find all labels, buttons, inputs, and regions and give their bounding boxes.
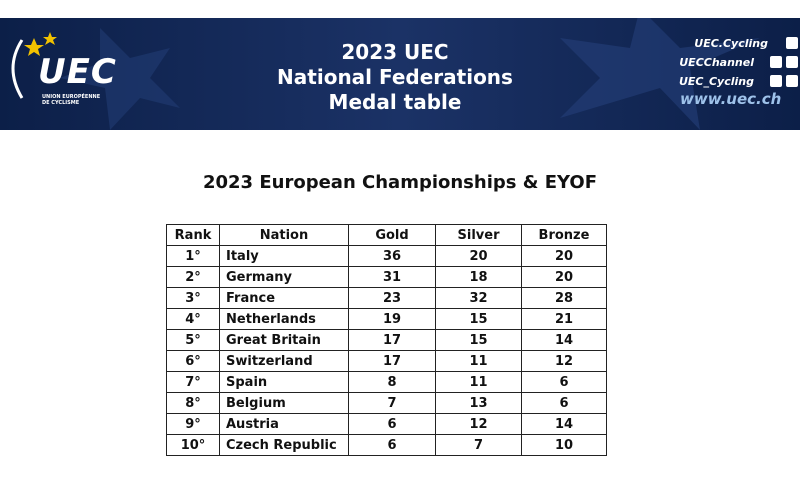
medal-table: Rank Nation Gold Silver Bronze 1° Italy 36 20 20… (166, 224, 607, 456)
social-handle[interactable]: UEC_Cycling (678, 75, 754, 88)
table-cell: 32 (435, 287, 522, 309)
table-cell: 10 (521, 434, 607, 456)
column-header: Rank (166, 224, 220, 246)
title-line: Medal table (328, 90, 462, 114)
table-cell: 20 (521, 245, 607, 267)
icon (786, 75, 798, 87)
table-cell: 3° (166, 287, 220, 309)
table-cell: 14 (521, 329, 607, 351)
table-cell: Great Britain (219, 329, 349, 351)
table-cell: 15 (435, 329, 522, 351)
column-header: Silver (435, 224, 522, 246)
table-cell: 10° (166, 434, 220, 456)
column-header: Gold (348, 224, 436, 246)
table-cell: France (219, 287, 349, 309)
table-cell: Austria (219, 413, 349, 435)
table-cell: 31 (348, 266, 436, 288)
table-cell: 11 (435, 350, 522, 372)
table-cell: 12 (521, 350, 607, 372)
table-cell: Germany (219, 266, 349, 288)
table-cell: 12 (435, 413, 522, 435)
table-cell: Czech Republic (219, 434, 349, 456)
table-row: 6° Switzerland 17 11 12 (166, 350, 607, 372)
table-row: 8° Belgium 7 13 6 (166, 392, 607, 414)
table-cell: 13 (435, 392, 522, 414)
table-cell: 7° (166, 371, 220, 393)
logo-subtitle: UNION EUROPÉENNE DE CYCLISME (42, 94, 100, 106)
title-line: 2023 UEC (341, 40, 449, 64)
table-row: 3° France 23 32 28 (166, 287, 607, 309)
table-cell: 6 (348, 434, 436, 456)
table-cell: 6° (166, 350, 220, 372)
icon (786, 56, 798, 68)
table-cell: 17 (348, 350, 436, 372)
table-cell: 19 (348, 308, 436, 330)
table-cell: 23 (348, 287, 436, 309)
table-cell: 2° (166, 266, 220, 288)
table-cell: 20 (435, 245, 522, 267)
table-cell: 9° (166, 413, 220, 435)
table-cell: 21 (521, 308, 607, 330)
icon (770, 56, 782, 68)
social-handle[interactable]: UECChannel (679, 56, 754, 69)
table-cell: 8 (348, 371, 436, 393)
table-cell: 14 (521, 413, 607, 435)
table-cell: 15 (435, 308, 522, 330)
banner-title: 2023 UEC National Federations Medal table (230, 40, 560, 115)
decor (11, 18, 760, 130)
table-cell: 7 (435, 434, 522, 456)
table-row: 2° Germany 31 18 20 (166, 266, 607, 288)
table-cell: 4° (166, 308, 220, 330)
icon (770, 75, 782, 87)
subtitle: 2023 European Championships & EYOF (202, 172, 597, 193)
table-cell: Netherlands (219, 308, 349, 330)
header-banner: UEC UNION EUROPÉENNE DE CYCLISME 2023 UEC… (0, 18, 800, 130)
logo-sub-line: UNION EUROPÉENNE (42, 94, 101, 100)
column-header: Bronze (521, 224, 607, 246)
table-cell: 7 (348, 392, 436, 414)
table-cell: 1° (166, 245, 220, 267)
table-cell: Italy (219, 245, 349, 267)
table-cell: 6 (521, 392, 607, 414)
table-cell: 36 (348, 245, 436, 267)
table-cell: 28 (521, 287, 607, 309)
website[interactable]: www.uec.ch (680, 90, 782, 108)
table-cell: 20 (521, 266, 607, 288)
column-header: Nation (219, 224, 349, 246)
table-cell: Belgium (219, 392, 349, 414)
table-row: 9° Austria 6 12 14 (166, 413, 607, 435)
title-line: National Federations (277, 65, 513, 89)
table-row: 4° Netherlands 19 15 21 (166, 308, 607, 330)
table-cell: Switzerland (219, 350, 349, 372)
table-cell: 5° (166, 329, 220, 351)
table-cell: 17 (348, 329, 436, 351)
table-row: 10° Czech Republic 6 7 10 (166, 434, 607, 456)
table-cell: 6 (348, 413, 436, 435)
table-row: 1° Italy 36 20 20 (166, 245, 607, 267)
logo-sub-line: DE CYCLISME (42, 100, 80, 106)
table-cell: 18 (435, 266, 522, 288)
social-links: UEC.Cycling UECChannel UEC_Cycling (672, 34, 784, 91)
table-cell: 11 (435, 371, 522, 393)
logo: UEC (38, 52, 117, 92)
table-row: 7° Spain 8 11 6 (166, 371, 607, 393)
table-cell: 8° (166, 392, 220, 414)
social-handle[interactable]: UEC.Cycling (694, 37, 768, 50)
icon (786, 37, 798, 49)
table-cell: Spain (219, 371, 349, 393)
table-row: 5° Great Britain 17 15 14 (166, 329, 607, 351)
table-cell: 6 (521, 371, 607, 393)
